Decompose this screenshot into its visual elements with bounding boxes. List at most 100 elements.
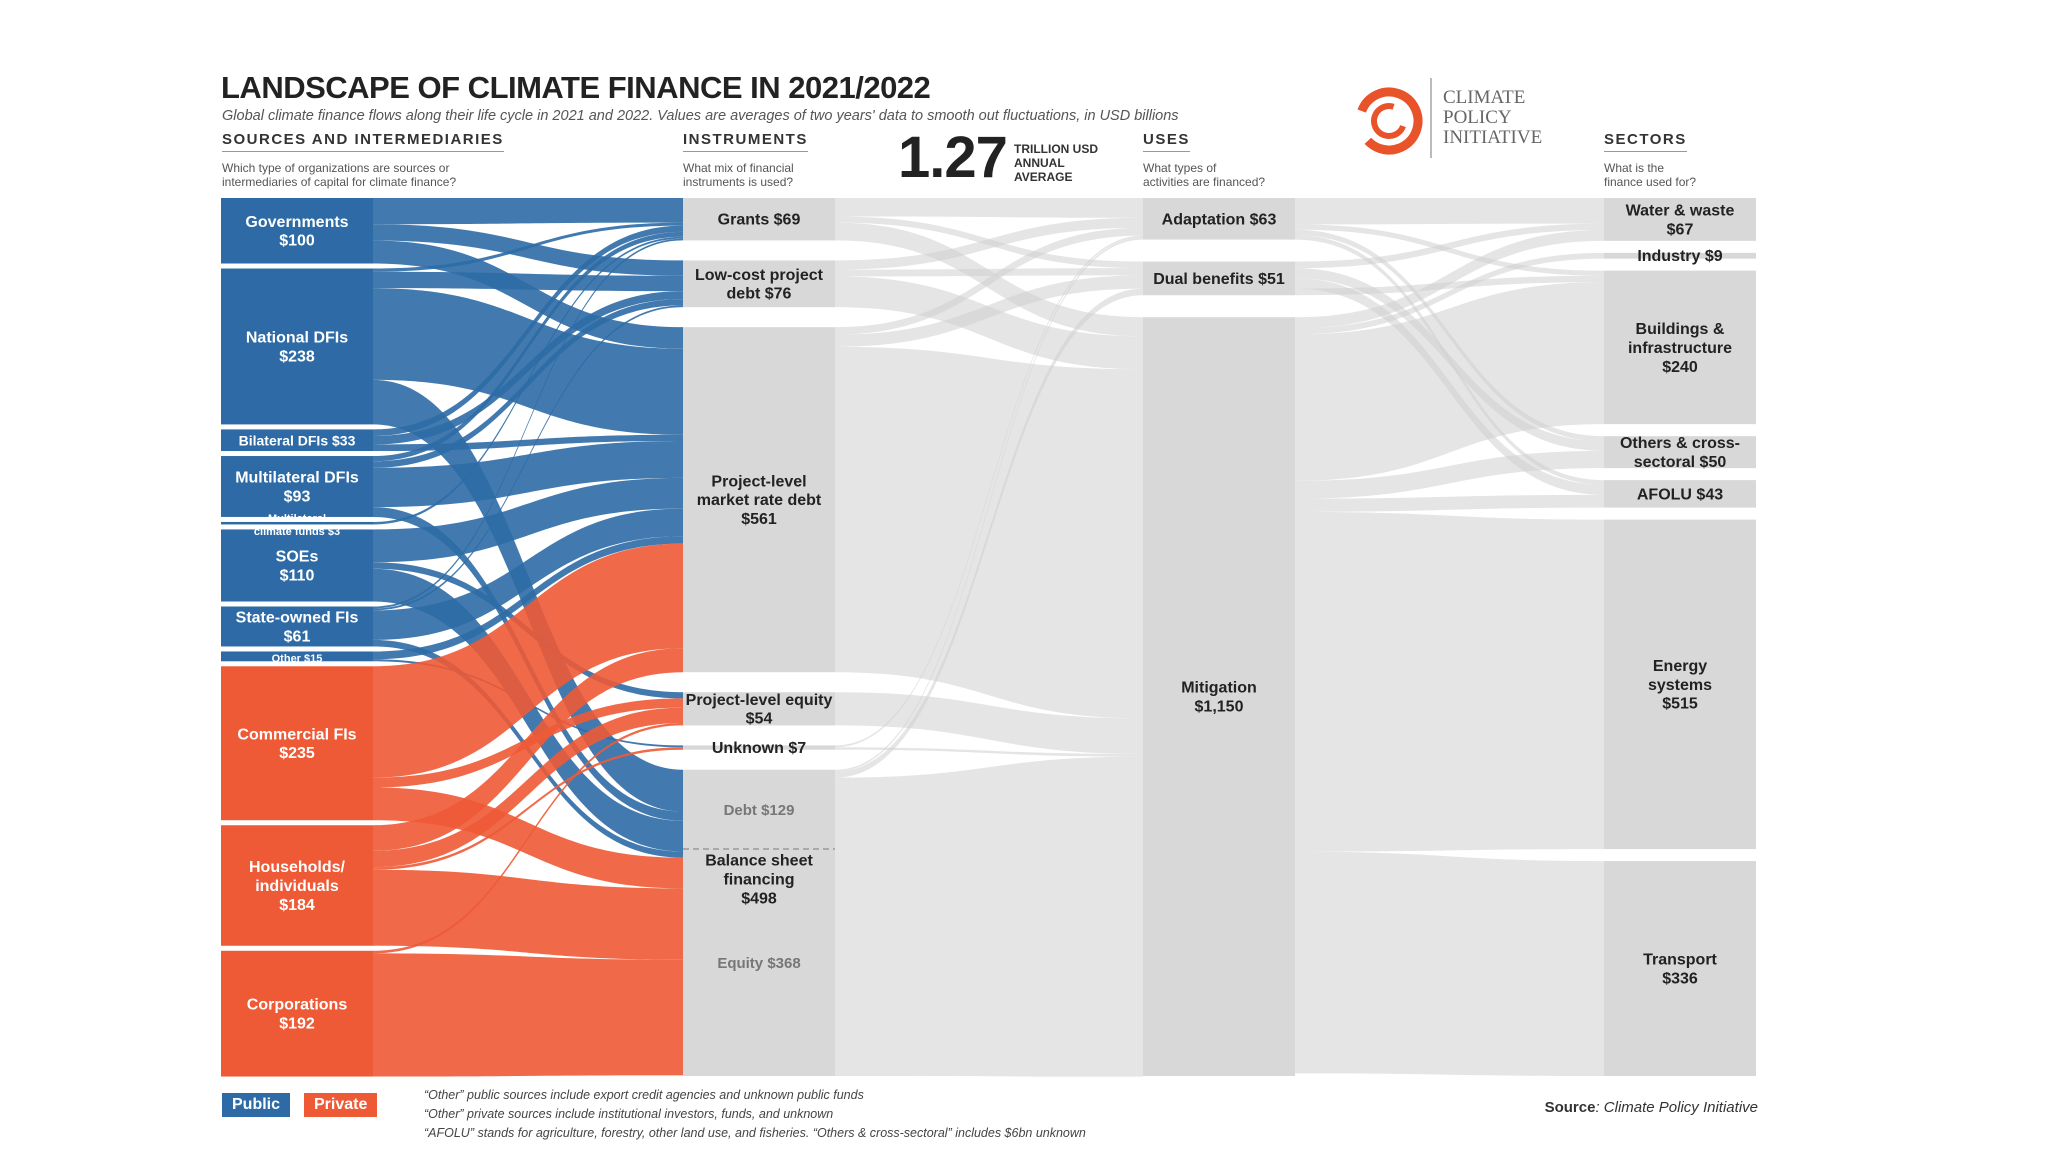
instrument-node bbox=[683, 769, 835, 1076]
source-node bbox=[221, 268, 373, 425]
sources-desc-line2: intermediaries of capital for climate fi… bbox=[222, 175, 457, 189]
use-label: Dual benefits $51 bbox=[1153, 271, 1285, 288]
sources-heading: SOURCES AND INTERMEDIARIES bbox=[222, 131, 504, 152]
instrument-node bbox=[683, 327, 835, 673]
footnote-2: “Other” private sources include institut… bbox=[424, 1107, 834, 1121]
sector-node bbox=[1604, 198, 1756, 241]
sector-label: Water & waste $67 bbox=[1626, 203, 1735, 239]
flow-source-instrument bbox=[373, 225, 683, 436]
flow-use-sector bbox=[1295, 511, 1604, 852]
flow-use-sector bbox=[1295, 229, 1604, 329]
sector-node bbox=[1604, 861, 1756, 1076]
flow-instrument-use bbox=[835, 237, 1143, 772]
uses-desc-line1: What types of bbox=[1143, 161, 1217, 175]
logo-divider bbox=[1430, 78, 1432, 158]
total-unit-line1: TRILLION USD bbox=[1014, 142, 1098, 156]
flow-source-instrument bbox=[373, 953, 683, 1077]
use-label: Adaptation $63 bbox=[1162, 211, 1277, 228]
sector-node bbox=[1604, 519, 1756, 850]
footnote-3: “AFOLU” stands for agriculture, forestry… bbox=[424, 1126, 1086, 1140]
flow-source-instrument bbox=[373, 224, 683, 276]
instrument-node bbox=[683, 260, 835, 308]
flow-use-sector bbox=[1295, 494, 1604, 512]
instrument-label: Grants $69 bbox=[718, 212, 801, 229]
instrument-label: Project-level market rate debt $561 bbox=[697, 473, 822, 528]
sector-label: Buildings & infrastructure $240 bbox=[1628, 321, 1732, 376]
flow-source-instrument bbox=[373, 299, 683, 468]
flow-source-instrument bbox=[373, 291, 683, 445]
source-label: State-owned FIs $61 bbox=[236, 610, 359, 646]
instrument-sub-label: Debt $129 bbox=[724, 802, 795, 819]
source-label: National DFIs $238 bbox=[246, 330, 348, 366]
instruments-desc-line1: What mix of financial bbox=[683, 161, 794, 175]
flow-use-sector bbox=[1295, 282, 1604, 481]
source-node bbox=[221, 825, 373, 946]
flow-source-instrument bbox=[373, 271, 683, 292]
legend-public: Public bbox=[222, 1093, 291, 1117]
sector-node bbox=[1604, 252, 1756, 259]
flow-source-instrument bbox=[373, 231, 683, 462]
flow-instrument-use bbox=[835, 692, 1143, 755]
flow-instrument-use bbox=[835, 747, 1143, 757]
flow-source-instrument bbox=[373, 238, 683, 609]
footnotes: “Other” public sources include export cr… bbox=[424, 1086, 1086, 1143]
source-label: Source bbox=[1544, 1099, 1596, 1116]
source-text: : Climate Policy Initiative bbox=[1595, 1099, 1758, 1116]
instrument-node bbox=[683, 745, 835, 750]
sectors-desc-line2: finance used for? bbox=[1604, 175, 1697, 189]
flow-source-instrument bbox=[373, 508, 683, 640]
page-title: LANDSCAPE OF CLIMATE FINANCE IN 2021/202… bbox=[221, 70, 931, 105]
source-label: Other $15 bbox=[272, 653, 323, 665]
source-label: Commercial FIs $235 bbox=[237, 726, 356, 762]
total-unit-line3: AVERAGE bbox=[1014, 170, 1073, 184]
flow-source-instrument bbox=[373, 747, 683, 870]
flow-source-instrument bbox=[373, 305, 683, 611]
sector-node bbox=[1604, 436, 1756, 469]
flow-use-sector bbox=[1295, 224, 1604, 276]
flow-instrument-use bbox=[835, 268, 1143, 277]
flow-source-instrument bbox=[373, 198, 683, 225]
cpi-logo-icon bbox=[1355, 87, 1423, 155]
instrument-label: Unknown $7 bbox=[712, 740, 806, 757]
source-label: SOEs $110 bbox=[276, 549, 319, 585]
flow-instrument-use bbox=[835, 198, 1143, 218]
logo-line3: INITIATIVE bbox=[1443, 127, 1543, 148]
use-node bbox=[1143, 317, 1295, 1076]
sector-label: Industry $9 bbox=[1637, 248, 1722, 265]
use-node bbox=[1143, 261, 1295, 296]
instrument-label: Project-level equity $54 bbox=[686, 692, 833, 728]
instrument-label: Balance sheet financing $498 bbox=[705, 853, 813, 908]
sectors-description: What is the finance used for? bbox=[1604, 161, 1696, 189]
source-node bbox=[221, 651, 373, 662]
uses-desc-line2: activities are financed? bbox=[1143, 175, 1266, 189]
source-node bbox=[221, 198, 373, 264]
total-value: 1.27 bbox=[898, 125, 1008, 190]
cpi-logo-text: CLIMATE POLICY INITIATIVE bbox=[1443, 88, 1542, 148]
sectors-heading: SECTORS bbox=[1604, 131, 1687, 152]
source-node bbox=[221, 521, 373, 525]
instruments-heading: INSTRUMENTS bbox=[683, 131, 808, 152]
sector-label: Transport $336 bbox=[1643, 952, 1717, 988]
flow-source-instrument bbox=[373, 648, 683, 851]
sector-node bbox=[1604, 480, 1756, 508]
logo-line2: POLICY bbox=[1443, 107, 1512, 128]
flow-instrument-use bbox=[835, 756, 1143, 1077]
sources-description: Which type of organizations are sources … bbox=[222, 161, 456, 189]
flow-use-sector bbox=[1295, 252, 1604, 335]
flow-use-sector bbox=[1295, 275, 1604, 296]
total-unit-line2: ANNUAL bbox=[1014, 156, 1065, 170]
flow-source-instrument bbox=[373, 707, 683, 868]
sector-label: Energy systems $515 bbox=[1648, 658, 1712, 713]
instruments-desc-line2: instruments is used? bbox=[683, 175, 794, 189]
sector-node bbox=[1604, 270, 1756, 425]
source-node bbox=[221, 429, 373, 452]
source-label: Multilateral climate funds $3 bbox=[254, 513, 340, 538]
source-node bbox=[221, 456, 373, 517]
instrument-label: Low-cost project debt $76 bbox=[695, 267, 824, 303]
logo-line1: CLIMATE bbox=[1443, 87, 1526, 108]
flow-use-sector bbox=[1295, 198, 1604, 225]
flow-instrument-use bbox=[835, 275, 1143, 347]
flow-source-instrument bbox=[373, 722, 683, 954]
flow-source-instrument bbox=[373, 222, 683, 272]
